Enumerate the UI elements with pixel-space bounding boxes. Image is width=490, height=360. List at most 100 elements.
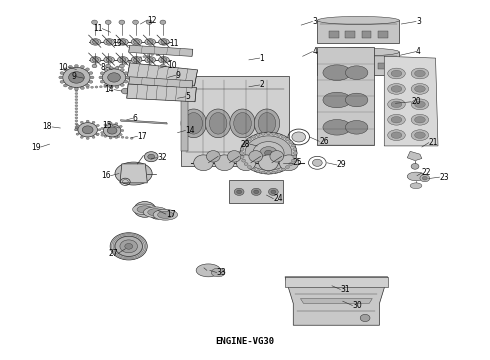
- Circle shape: [119, 20, 125, 24]
- Circle shape: [122, 88, 129, 94]
- Circle shape: [244, 141, 248, 144]
- Circle shape: [97, 133, 99, 135]
- Circle shape: [69, 66, 73, 68]
- Text: 31: 31: [340, 285, 350, 294]
- Circle shape: [281, 135, 285, 138]
- Ellipse shape: [153, 210, 177, 220]
- Circle shape: [75, 105, 78, 107]
- Circle shape: [104, 135, 107, 137]
- Ellipse shape: [345, 121, 368, 134]
- Circle shape: [93, 58, 98, 62]
- Circle shape: [289, 141, 293, 144]
- Circle shape: [256, 134, 260, 136]
- Circle shape: [121, 64, 123, 66]
- Ellipse shape: [185, 113, 202, 134]
- Text: 24: 24: [273, 194, 283, 203]
- Circle shape: [269, 188, 278, 195]
- Circle shape: [93, 40, 98, 44]
- Polygon shape: [127, 63, 197, 86]
- Circle shape: [156, 54, 159, 56]
- Ellipse shape: [411, 68, 429, 79]
- Text: 5: 5: [185, 92, 190, 101]
- Polygon shape: [120, 164, 147, 183]
- Circle shape: [90, 76, 94, 79]
- Text: 32: 32: [157, 153, 167, 162]
- Bar: [181, 76, 289, 166]
- Circle shape: [75, 86, 78, 89]
- Circle shape: [277, 170, 281, 173]
- Circle shape: [260, 147, 277, 159]
- Circle shape: [86, 132, 89, 134]
- Circle shape: [292, 132, 306, 142]
- Bar: [362, 63, 371, 69]
- Circle shape: [147, 40, 153, 44]
- Text: ENGINE-VG30: ENGINE-VG30: [216, 337, 274, 346]
- Circle shape: [75, 114, 78, 116]
- Circle shape: [148, 154, 155, 159]
- Circle shape: [143, 55, 146, 58]
- Ellipse shape: [145, 39, 156, 45]
- Circle shape: [267, 132, 270, 135]
- Circle shape: [272, 132, 276, 135]
- Ellipse shape: [131, 57, 142, 63]
- Circle shape: [101, 131, 104, 134]
- Circle shape: [251, 168, 255, 171]
- Circle shape: [82, 131, 85, 133]
- Ellipse shape: [118, 57, 128, 63]
- Circle shape: [242, 159, 245, 162]
- Circle shape: [147, 58, 153, 62]
- Ellipse shape: [345, 66, 368, 80]
- Circle shape: [98, 129, 101, 131]
- Text: 2: 2: [260, 81, 265, 90]
- Ellipse shape: [391, 117, 402, 123]
- Ellipse shape: [118, 39, 128, 45]
- Circle shape: [293, 156, 297, 158]
- Circle shape: [69, 72, 84, 83]
- Ellipse shape: [318, 17, 399, 24]
- Circle shape: [79, 130, 82, 132]
- Circle shape: [115, 85, 119, 88]
- Ellipse shape: [411, 84, 429, 94]
- Circle shape: [104, 124, 107, 126]
- Circle shape: [104, 84, 108, 86]
- Circle shape: [78, 123, 98, 137]
- Ellipse shape: [323, 65, 351, 81]
- Ellipse shape: [388, 114, 405, 125]
- Circle shape: [75, 99, 78, 101]
- Text: 15: 15: [102, 121, 112, 130]
- Circle shape: [247, 138, 251, 141]
- Ellipse shape: [391, 132, 402, 138]
- Circle shape: [80, 136, 83, 138]
- Circle shape: [153, 211, 161, 217]
- Circle shape: [411, 163, 419, 169]
- Circle shape: [106, 40, 112, 44]
- Ellipse shape: [131, 39, 142, 45]
- Circle shape: [104, 68, 108, 71]
- Circle shape: [135, 58, 138, 60]
- Circle shape: [92, 136, 95, 138]
- Circle shape: [86, 86, 89, 89]
- Ellipse shape: [249, 150, 263, 162]
- Text: 11: 11: [93, 24, 102, 33]
- Ellipse shape: [144, 207, 168, 218]
- Ellipse shape: [388, 68, 405, 79]
- Text: 19: 19: [31, 143, 41, 152]
- Circle shape: [75, 111, 78, 113]
- Circle shape: [237, 190, 242, 194]
- Circle shape: [119, 134, 122, 136]
- Ellipse shape: [209, 113, 227, 134]
- Bar: [229, 180, 283, 203]
- Circle shape: [75, 129, 78, 131]
- Circle shape: [289, 163, 293, 166]
- Circle shape: [75, 102, 78, 104]
- Text: 12: 12: [147, 15, 157, 24]
- Circle shape: [261, 171, 265, 174]
- Circle shape: [101, 134, 104, 136]
- Circle shape: [134, 40, 140, 44]
- Text: 26: 26: [319, 137, 329, 146]
- Circle shape: [102, 69, 126, 86]
- Ellipse shape: [159, 57, 169, 63]
- Circle shape: [115, 67, 119, 69]
- Ellipse shape: [415, 132, 425, 138]
- Text: 8: 8: [101, 63, 106, 72]
